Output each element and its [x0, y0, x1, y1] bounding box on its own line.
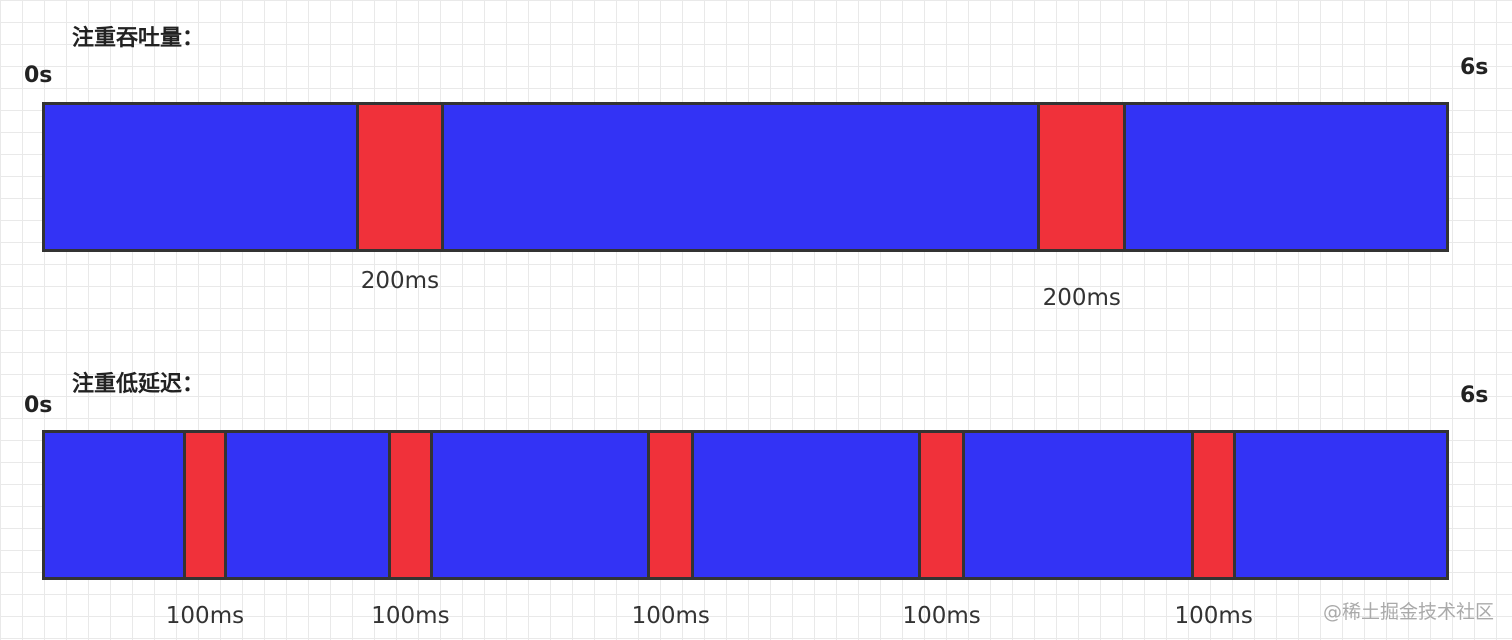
pause-segment	[647, 433, 695, 577]
throughput-start-label: 0s	[24, 63, 53, 88]
throughput-title: 注重吞吐量：	[72, 26, 205, 51]
throughput-timeline-bar	[42, 102, 1449, 252]
throughput-end-label: 6s	[1460, 55, 1489, 80]
latency-title: 注重低延迟：	[72, 372, 205, 397]
pause-duration-label: 200ms	[1042, 285, 1121, 311]
pause-duration-label: 100ms	[631, 603, 710, 629]
pause-segment	[918, 433, 965, 577]
pause-duration-label: 100ms	[371, 603, 450, 629]
pause-segment	[388, 433, 433, 577]
latency-start-label: 0s	[24, 393, 53, 418]
pause-duration-label: 200ms	[360, 268, 440, 294]
pause-segment	[1037, 105, 1127, 249]
pause-duration-label: 100ms	[1174, 603, 1253, 629]
pause-duration-label: 100ms	[902, 603, 981, 629]
pause-segment	[1191, 433, 1236, 577]
pause-duration-label: 100ms	[165, 603, 245, 629]
pause-segment	[355, 105, 445, 249]
watermark: @稀土掘金技术社区	[1322, 601, 1494, 623]
pause-segment	[182, 433, 228, 577]
latency-end-label: 6s	[1460, 383, 1489, 408]
latency-timeline-bar	[42, 430, 1449, 580]
